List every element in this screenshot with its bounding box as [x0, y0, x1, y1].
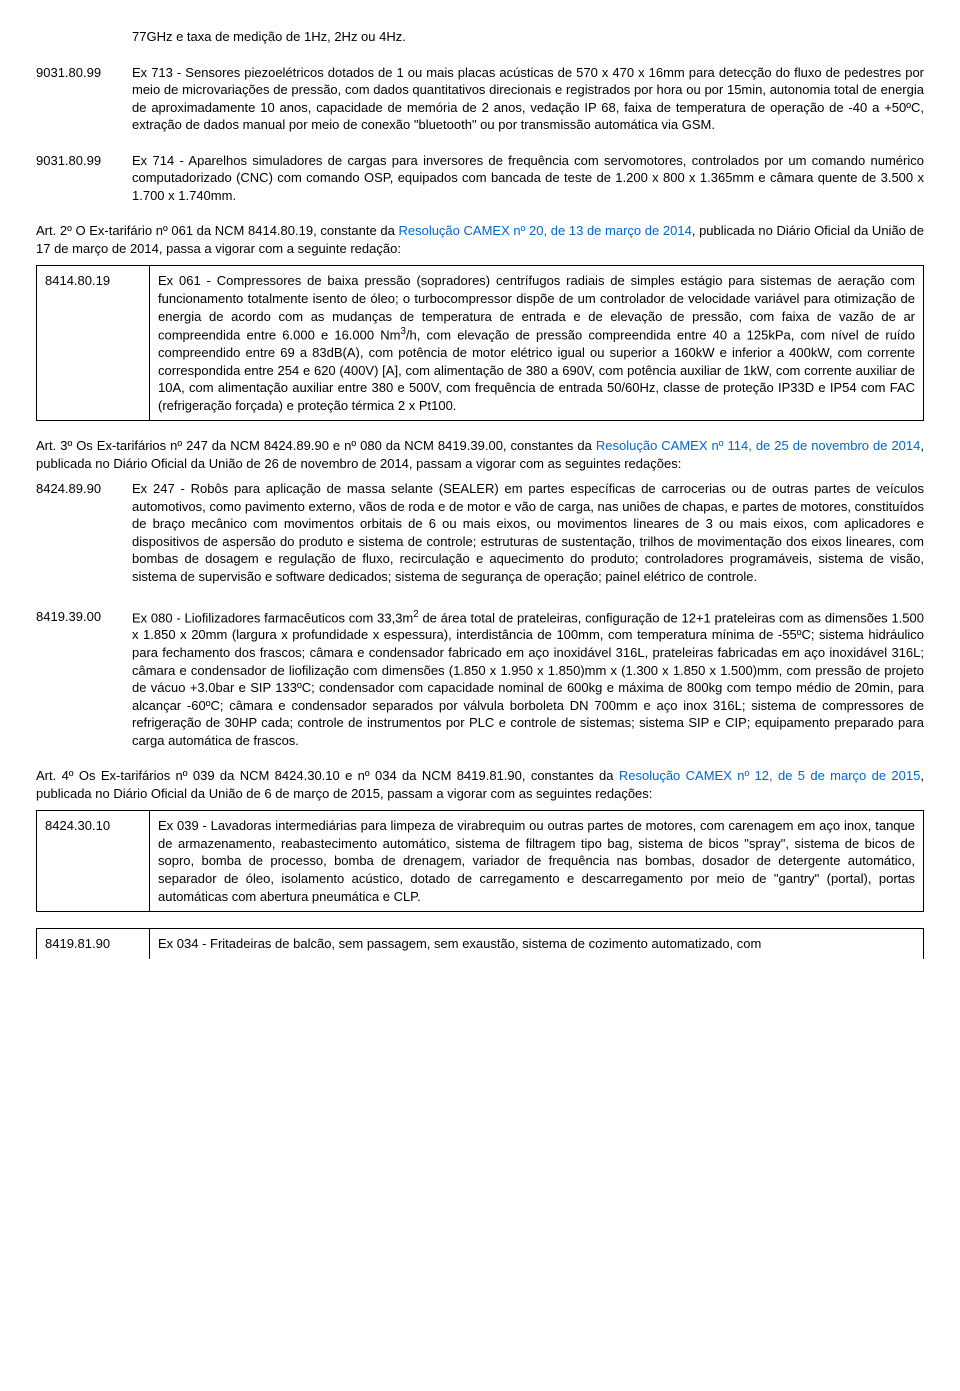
tariff-table: 8424.30.10 Ex 039 - Lavadoras intermediá… [36, 810, 924, 912]
tariff-item: 8424.89.90 Ex 247 - Robôs para aplicação… [36, 480, 924, 585]
resolution-link[interactable]: Resolução CAMEX nº 12, de 5 de março de … [619, 768, 921, 783]
tariff-item: 9031.80.99 Ex 714 - Aparelhos simuladore… [36, 152, 924, 205]
ncm-code: 8414.80.19 [37, 266, 150, 421]
tariff-table: 8414.80.19 Ex 061 - Compressores de baix… [36, 265, 924, 421]
resolution-link[interactable]: Resolução CAMEX nº 20, de 13 de março de… [398, 223, 691, 238]
tariff-description: Ex 061 - Compressores de baixa pressão (… [150, 266, 924, 421]
tariff-description: Ex 034 - Fritadeiras de balcão, sem pass… [150, 929, 924, 959]
article-4: Art. 4º Os Ex-tarifários nº 039 da NCM 8… [36, 767, 924, 802]
tariff-description: Ex 714 - Aparelhos simuladores de cargas… [132, 152, 924, 205]
tariff-table: 8419.81.90 Ex 034 - Fritadeiras de balcã… [36, 928, 924, 959]
article-2: Art. 2º O Ex-tarifário nº 061 da NCM 841… [36, 222, 924, 257]
article-text: Art. 4º Os Ex-tarifários nº 039 da NCM 8… [36, 768, 619, 783]
tariff-description: Ex 080 - Liofilizadores farmacêuticos co… [132, 608, 924, 750]
tariff-description: Ex 039 - Lavadoras intermediárias para l… [150, 811, 924, 912]
article-text: Art. 2º O Ex-tarifário nº 061 da NCM 841… [36, 223, 398, 238]
desc-part: de área total de prateleiras, configuraç… [132, 610, 924, 748]
ncm-code: 9031.80.99 [36, 152, 132, 205]
ncm-code: 8424.30.10 [37, 811, 150, 912]
ncm-code: 8424.89.90 [36, 480, 132, 585]
ncm-code: 9031.80.99 [36, 64, 132, 134]
ncm-code: 8419.39.00 [36, 608, 132, 750]
resolution-link[interactable]: Resolução CAMEX nº 114, de 25 de novembr… [596, 438, 921, 453]
tariff-item: 8419.39.00 Ex 080 - Liofilizadores farma… [36, 608, 924, 750]
ncm-code: 8419.81.90 [37, 929, 150, 959]
article-text: Art. 3º Os Ex-tarifários nº 247 da NCM 8… [36, 438, 596, 453]
tariff-description: Ex 247 - Robôs para aplicação de massa s… [132, 480, 924, 585]
desc-part: Ex 080 - Liofilizadores farmacêuticos co… [132, 610, 413, 625]
tariff-item: 9031.80.99 Ex 713 - Sensores piezoelétri… [36, 64, 924, 134]
article-3: Art. 3º Os Ex-tarifários nº 247 da NCM 8… [36, 437, 924, 472]
tariff-description: Ex 713 - Sensores piezoelétricos dotados… [132, 64, 924, 134]
continuation-text: 77GHz e taxa de medição de 1Hz, 2Hz ou 4… [132, 28, 924, 46]
